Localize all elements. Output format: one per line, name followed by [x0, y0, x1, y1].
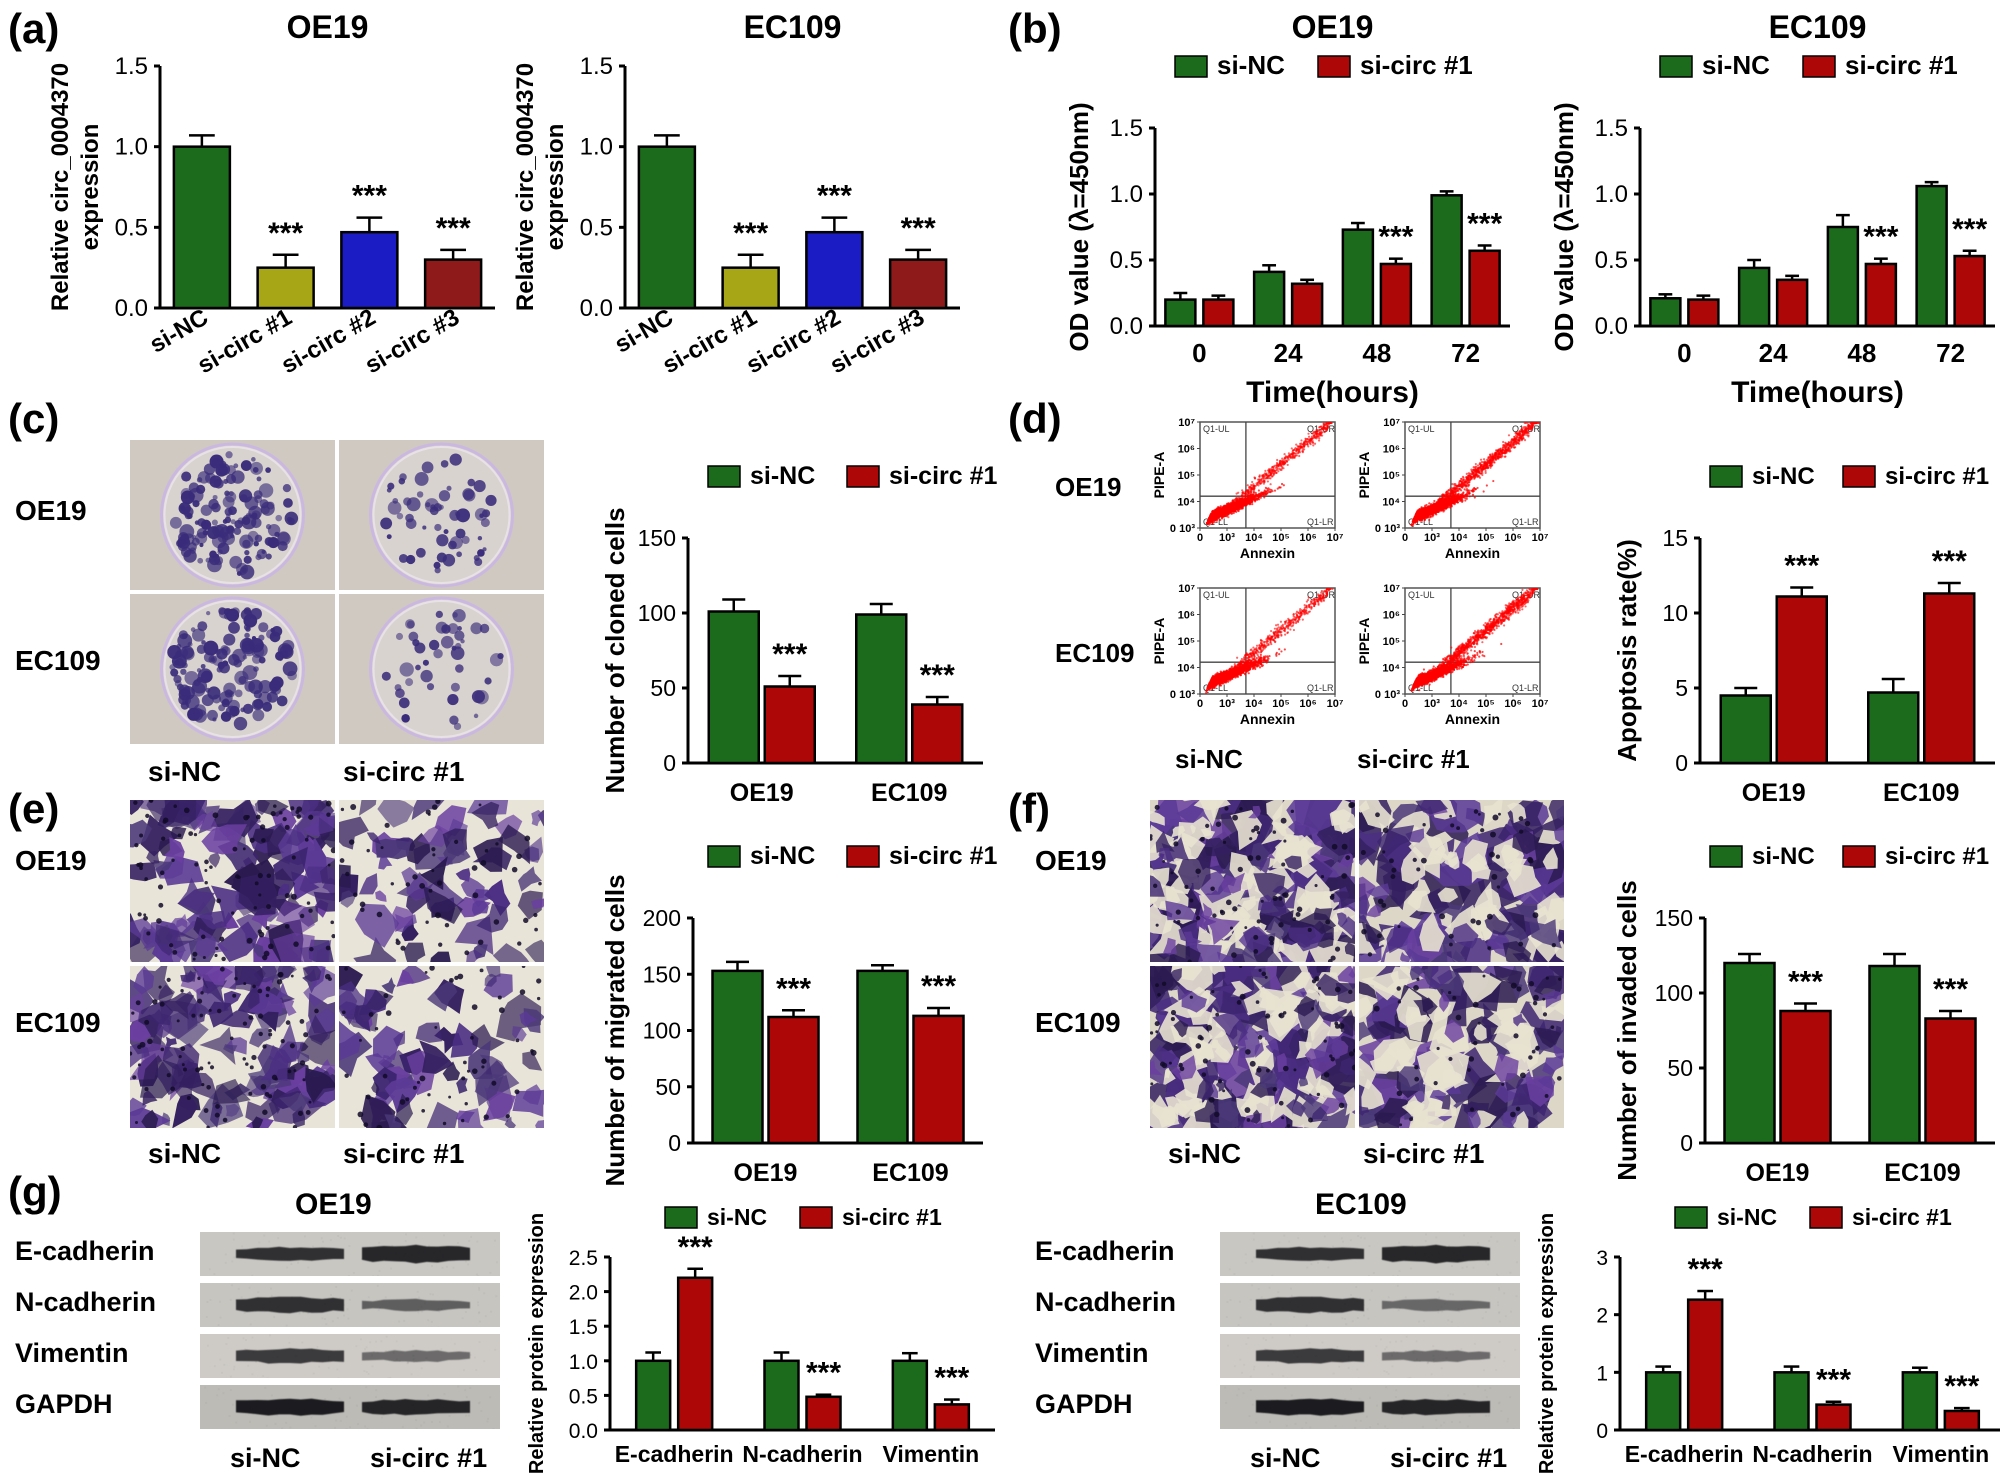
- svg-text:si-NC: si-NC: [1702, 50, 1770, 80]
- svg-text:0.0: 0.0: [115, 295, 148, 322]
- svg-text:Number of cloned cells: Number of cloned cells: [600, 507, 630, 793]
- svg-text:Time(hours): Time(hours): [1246, 376, 1419, 409]
- svg-text:10⁵: 10⁵: [1272, 532, 1289, 544]
- svg-text:0.0: 0.0: [1595, 313, 1628, 340]
- svg-text:1.5: 1.5: [1595, 115, 1628, 142]
- svg-text:0: 0: [1402, 532, 1408, 544]
- svg-text:si-NC: si-NC: [1217, 50, 1285, 80]
- svg-text:***: ***: [1952, 213, 1987, 246]
- svg-text:0: 0: [663, 750, 676, 776]
- svg-text:0.0: 0.0: [1110, 313, 1143, 340]
- svg-text:PIPE-A: PIPE-A: [1356, 452, 1372, 499]
- svg-text:si-circ #1: si-circ #1: [658, 304, 762, 379]
- svg-text:10⁷: 10⁷: [1532, 532, 1549, 544]
- svg-text:0.5: 0.5: [580, 214, 613, 241]
- svg-text:0.5: 0.5: [115, 214, 148, 241]
- svg-text:10⁷: 10⁷: [1327, 532, 1344, 544]
- svg-text:24: 24: [1274, 338, 1303, 368]
- svg-text:0 10³: 0 10³: [1375, 523, 1400, 535]
- svg-text:***: ***: [1467, 207, 1502, 240]
- svg-text:si-circ #2: si-circ #2: [742, 304, 846, 379]
- svg-text:si-circ #1: si-circ #1: [193, 304, 297, 379]
- svg-text:10⁵: 10⁵: [1383, 470, 1400, 482]
- svg-text:Q1-UL: Q1-UL: [1408, 424, 1435, 434]
- svg-text:expression: expression: [77, 124, 104, 251]
- svg-text:OE19: OE19: [287, 9, 369, 45]
- svg-text:0 10³: 0 10³: [1170, 523, 1195, 535]
- svg-text:si-NC: si-NC: [750, 462, 815, 490]
- svg-text:10³: 10³: [1219, 532, 1235, 544]
- svg-text:si-circ #3: si-circ #3: [360, 304, 464, 379]
- svg-text:72: 72: [1936, 338, 1965, 368]
- svg-text:150: 150: [638, 525, 676, 551]
- svg-text:48: 48: [1362, 338, 1391, 368]
- svg-text:10⁶: 10⁶: [1178, 444, 1195, 456]
- svg-text:48: 48: [1847, 338, 1876, 368]
- svg-text:***: ***: [1378, 221, 1413, 254]
- svg-text:si-circ #1: si-circ #1: [1360, 50, 1473, 80]
- svg-text:OD value (λ=450nm): OD value (λ=450nm): [1549, 102, 1579, 351]
- svg-text:1.0: 1.0: [1110, 181, 1143, 208]
- svg-text:OE19: OE19: [1292, 9, 1374, 45]
- svg-text:24: 24: [1759, 338, 1788, 368]
- svg-text:10⁶: 10⁶: [1504, 532, 1521, 544]
- svg-text:Q1-UL: Q1-UL: [1203, 424, 1230, 434]
- svg-text:100: 100: [638, 600, 676, 626]
- svg-text:Q1-LR: Q1-LR: [1307, 517, 1334, 527]
- svg-text:PIPE-A: PIPE-A: [1151, 452, 1167, 499]
- svg-text:10⁴: 10⁴: [1245, 532, 1263, 544]
- svg-text:10⁴: 10⁴: [1382, 497, 1400, 509]
- svg-text:10⁴: 10⁴: [1450, 532, 1468, 544]
- svg-text:Relative circ_0004370: Relative circ_0004370: [512, 63, 539, 311]
- svg-text:si-circ #3: si-circ #3: [825, 304, 929, 379]
- svg-text:72: 72: [1451, 338, 1480, 368]
- svg-text:OD value (λ=450nm): OD value (λ=450nm): [1064, 102, 1094, 351]
- svg-text:1.0: 1.0: [115, 134, 148, 161]
- svg-text:10⁵: 10⁵: [1477, 532, 1494, 544]
- svg-text:***: ***: [901, 212, 936, 245]
- svg-text:***: ***: [1863, 221, 1898, 254]
- svg-text:***: ***: [920, 659, 955, 692]
- svg-text:***: ***: [268, 217, 303, 250]
- svg-text:50: 50: [650, 675, 676, 701]
- svg-text:10⁴: 10⁴: [1177, 497, 1195, 509]
- svg-text:EC109: EC109: [744, 9, 842, 45]
- svg-text:10⁷: 10⁷: [1383, 417, 1400, 429]
- svg-text:si-circ #2: si-circ #2: [277, 304, 381, 379]
- svg-text:0.5: 0.5: [1110, 247, 1143, 274]
- svg-text:***: ***: [733, 217, 768, 250]
- svg-text:1.0: 1.0: [580, 134, 613, 161]
- svg-text:EC109: EC109: [1769, 9, 1867, 45]
- svg-text:***: ***: [352, 180, 387, 213]
- svg-text:***: ***: [817, 180, 852, 213]
- svg-text:Time(hours): Time(hours): [1731, 376, 1904, 409]
- svg-text:si-circ #1: si-circ #1: [1845, 50, 1958, 80]
- svg-text:Annexin: Annexin: [1445, 545, 1500, 561]
- svg-text:10⁷: 10⁷: [1178, 417, 1195, 429]
- svg-text:1.5: 1.5: [1110, 115, 1143, 142]
- svg-text:10⁵: 10⁵: [1178, 470, 1195, 482]
- svg-text:0: 0: [1192, 338, 1206, 368]
- svg-text:1.5: 1.5: [580, 53, 613, 80]
- svg-text:1.0: 1.0: [1595, 181, 1628, 208]
- svg-text:10⁶: 10⁶: [1299, 532, 1316, 544]
- svg-text:Annexin: Annexin: [1240, 545, 1295, 561]
- svg-text:10⁶: 10⁶: [1383, 444, 1400, 456]
- svg-text:Q1-LR: Q1-LR: [1512, 517, 1539, 527]
- svg-text:0: 0: [1197, 532, 1203, 544]
- svg-text:0.5: 0.5: [1595, 247, 1628, 274]
- svg-text:Relative circ_0004370: Relative circ_0004370: [47, 63, 74, 311]
- svg-text:si-circ #1: si-circ #1: [889, 462, 998, 490]
- svg-text:0.0: 0.0: [580, 295, 613, 322]
- svg-text:0: 0: [1677, 338, 1691, 368]
- svg-text:***: ***: [436, 212, 471, 245]
- svg-text:expression: expression: [542, 124, 569, 251]
- svg-text:***: ***: [772, 638, 807, 671]
- svg-text:10³: 10³: [1424, 532, 1440, 544]
- svg-text:1.5: 1.5: [115, 53, 148, 80]
